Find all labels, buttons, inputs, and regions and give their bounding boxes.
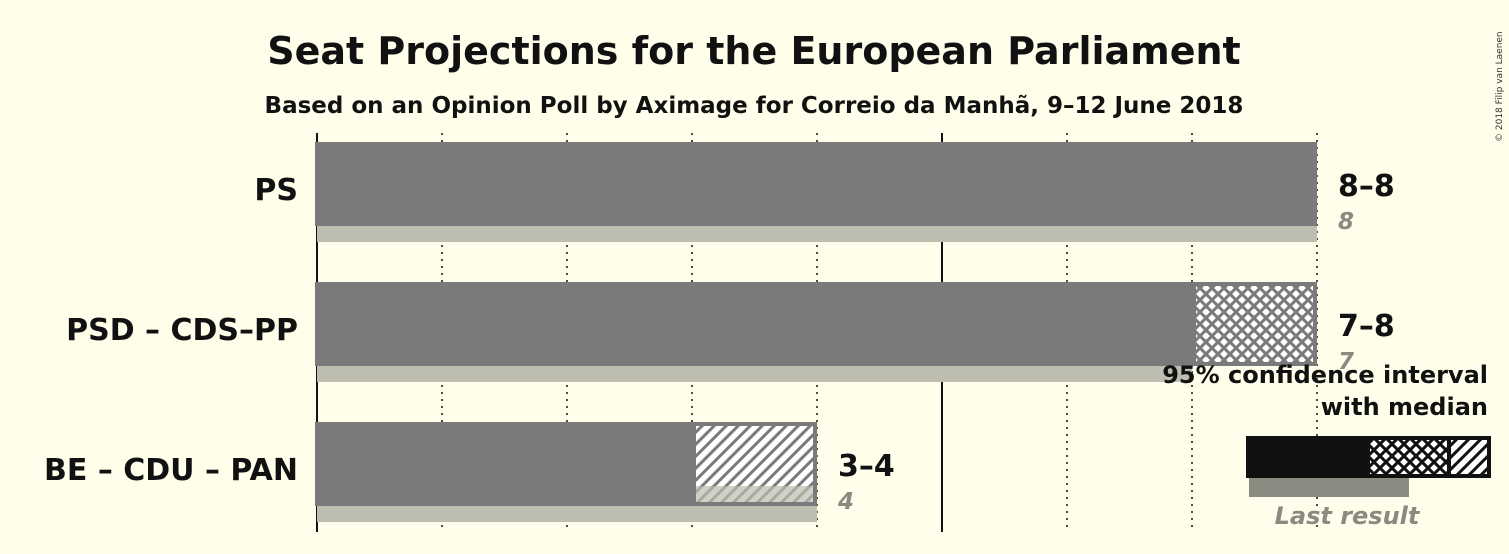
last-result-bar	[317, 504, 817, 522]
range-label: 7–8	[1338, 309, 1395, 344]
chart-subtitle: Based on an Opinion Poll by Aximage for …	[265, 93, 1244, 119]
range-label: 3–4	[838, 449, 895, 484]
confidence-bar-solid	[315, 422, 692, 506]
legend-last-result-label: Last result	[1275, 502, 1421, 530]
bars: PS 8–8 8 PSD – CDS–PP 7–8 7 BE – CDU – PAN 3–4 4	[44, 142, 1395, 522]
confidence-bar-crosshatch	[1192, 282, 1317, 366]
last-result-label: 4	[837, 489, 854, 515]
party-label: BE – CDU – PAN	[44, 453, 298, 488]
legend-crosshatch-swatch	[1366, 436, 1451, 478]
last-result-bar	[317, 364, 1192, 382]
party-row: PSD – CDS–PP 7–8 7	[66, 282, 1395, 382]
legend-title-line2: with median	[1321, 393, 1488, 421]
last-result-label: 8	[1338, 209, 1354, 235]
last-result-label: 7	[1338, 349, 1354, 375]
last-result-bar	[317, 224, 1317, 242]
legend-title-line1: 95% confidence interval	[1162, 361, 1488, 389]
legend-hatch-swatch	[1447, 436, 1491, 478]
last-result-overlay	[696, 486, 813, 502]
party-row: BE – CDU – PAN 3–4 4	[44, 422, 895, 522]
chart-title: Seat Projections for the European Parlia…	[267, 29, 1240, 73]
party-row: PS 8–8 8	[254, 142, 1395, 242]
party-label: PSD – CDS–PP	[66, 313, 298, 348]
party-label: PS	[254, 173, 298, 208]
legend-last-result-swatch	[1249, 476, 1409, 497]
confidence-bar-solid	[315, 282, 1192, 366]
legend-solid-swatch	[1246, 436, 1366, 478]
copyright-notice: © 2018 Filip van Laenen	[1495, 31, 1505, 142]
range-label: 8–8	[1338, 169, 1395, 204]
confidence-bar-solid	[315, 142, 1317, 226]
legend: 95% confidence interval with median Last…	[1162, 361, 1491, 530]
